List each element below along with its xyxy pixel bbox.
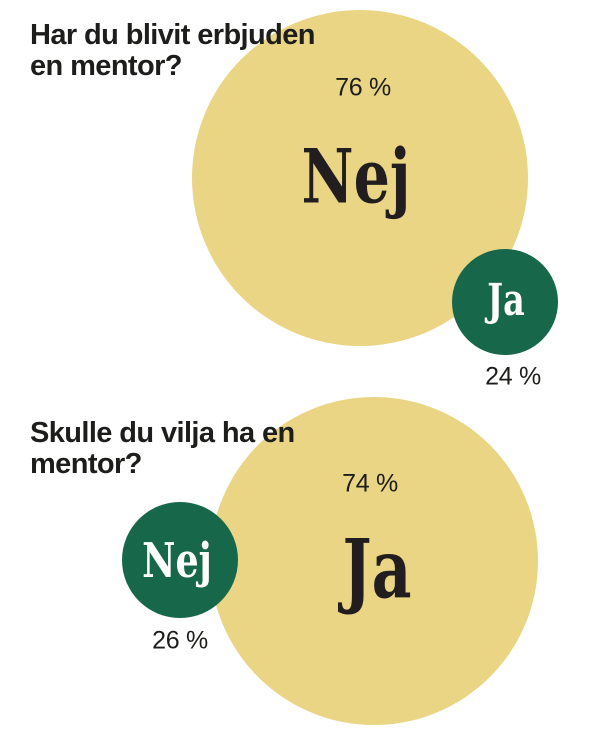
chart-title-want: Skulle du vilja ha en mentor? <box>30 418 295 480</box>
chart-title-line2: en mentor? <box>30 50 183 82</box>
bubble-label-nej: Nej <box>142 533 212 590</box>
bubble-label-nej: Nej <box>301 132 411 221</box>
percent-label-76: 76 % <box>335 73 391 102</box>
bubble-label-ja: Ja <box>342 522 412 618</box>
bubble-ja-24-circle <box>452 249 558 355</box>
chart-title-offered: Har du blivit erbjuden en mentor? <box>30 20 315 82</box>
chart-title-line1: Skulle du vilja ha en <box>30 417 295 449</box>
bubble-nej-26-circle <box>122 502 238 618</box>
chart-title-line2: mentor? <box>30 448 142 480</box>
percent-label-74: 74 % <box>342 469 398 498</box>
bubble-label-ja: Ja <box>487 275 525 327</box>
bubble-ja-74-circle <box>210 397 538 725</box>
percent-label-24: 24 % <box>485 362 541 391</box>
chart-title-line1: Har du blivit erbjuden <box>30 19 315 51</box>
percent-label-26: 26 % <box>152 626 208 655</box>
